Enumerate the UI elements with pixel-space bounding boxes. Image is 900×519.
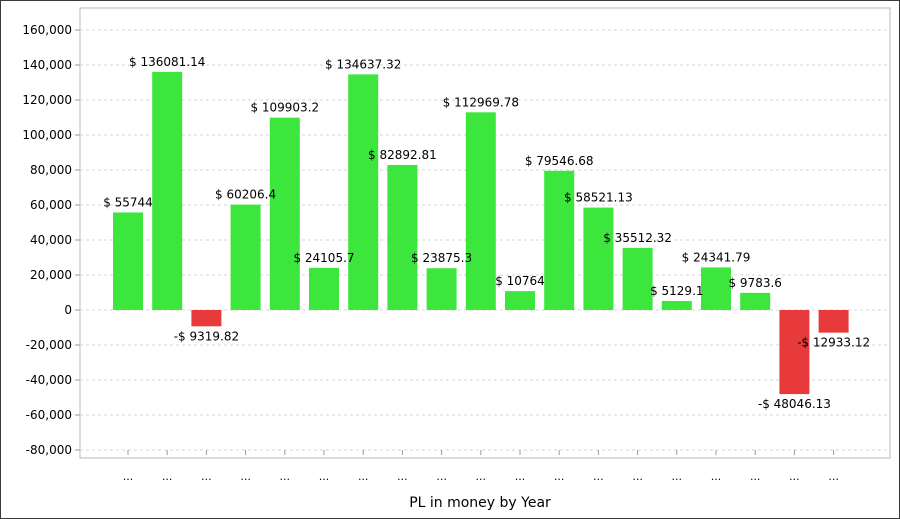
data-label: $ 55744: [103, 195, 153, 209]
data-label: $ 82892.81: [368, 148, 437, 162]
x-tick-label: ...: [554, 470, 565, 483]
data-label: -$ 48046.13: [758, 397, 831, 411]
bar: [740, 292, 771, 310]
y-tick-label: 0: [64, 303, 72, 317]
bar: [818, 310, 849, 333]
data-label: $ 24341.79: [682, 250, 751, 264]
bar: [230, 204, 261, 310]
x-tick-label: ...: [201, 470, 212, 483]
bar: [152, 71, 183, 310]
y-tick-label: 20,000: [30, 268, 72, 282]
bar: [779, 310, 810, 395]
data-label: $ 9783.6: [728, 276, 781, 290]
data-label: $ 134637.32: [325, 57, 401, 71]
bar: [191, 310, 222, 327]
data-label: $ 109903.2: [250, 101, 319, 115]
y-tick-label: 60,000: [30, 198, 72, 212]
x-tick-label: ...: [162, 470, 173, 483]
data-labels: $ 55744 $ 136081.14 -$ 9319.82 $ 60206.4 $ 1…: [103, 55, 870, 411]
bar: [701, 267, 731, 310]
bars-group: [113, 71, 849, 395]
data-label: $ 112969.78: [443, 95, 519, 109]
x-tick-label: ...: [123, 470, 134, 483]
bar: [426, 268, 457, 310]
x-tick-label: ...: [319, 470, 330, 483]
data-label: $ 5129.1: [650, 284, 703, 298]
data-label: $ 24105.7: [293, 251, 354, 265]
x-axis-title: PL in money by Year: [409, 495, 551, 511]
data-label: -$ 12933.12: [797, 336, 870, 350]
x-tick-label: ...: [711, 470, 722, 483]
y-tick-label: 40,000: [30, 233, 72, 247]
x-tick-label: ...: [515, 470, 526, 483]
data-label: $ 79546.68: [525, 154, 594, 168]
bar: [465, 112, 496, 310]
bar: [505, 291, 535, 310]
y-tick-label: 140,000: [22, 58, 72, 72]
y-tick-label: -20,000: [26, 338, 72, 352]
bar: [544, 170, 575, 310]
data-label: $ 136081.14: [129, 55, 205, 69]
x-tick-label: ...: [750, 470, 761, 483]
bar: [661, 301, 692, 310]
x-tick-label: ...: [632, 470, 643, 483]
x-tick-label: ...: [397, 470, 408, 483]
x-tick-label: ...: [672, 470, 683, 483]
x-tick-label: ...: [240, 470, 251, 483]
x-tick-label: ...: [828, 470, 839, 483]
bar: [309, 267, 339, 310]
x-tick-label: ...: [476, 470, 487, 483]
data-label: -$ 9319.82: [174, 329, 239, 343]
bar: [269, 117, 300, 310]
data-label: $ 58521.13: [564, 191, 633, 205]
x-tick-label: ...: [593, 470, 604, 483]
data-label: $ 35512.32: [603, 231, 672, 245]
data-label: $ 10764: [495, 274, 545, 288]
bar: [387, 164, 418, 310]
y-tick-label: -40,000: [26, 373, 72, 387]
bar: [113, 212, 143, 310]
x-tick-label: ...: [280, 470, 291, 483]
x-axis-labels: ........................................…: [123, 470, 839, 483]
y-tick-label: -60,000: [26, 408, 72, 422]
y-tick-label: 160,000: [22, 23, 72, 37]
bar: [583, 207, 614, 310]
x-tick-label: ...: [358, 470, 369, 483]
y-axis-labels: 160,000 140,000 120,000 100,000 80,000 60,000…: [22, 23, 72, 457]
bar: [622, 247, 653, 310]
y-tick-label: -80,000: [26, 443, 72, 457]
y-tick-label: 80,000: [30, 163, 72, 177]
y-tick-label: 100,000: [22, 128, 72, 142]
data-label: $ 23875.3: [411, 251, 472, 265]
y-tick-label: 120,000: [22, 93, 72, 107]
bar: [348, 74, 379, 310]
x-tick-label: ...: [436, 470, 447, 483]
data-label: $ 60206.4: [215, 188, 276, 202]
x-tick-label: ...: [789, 470, 800, 483]
